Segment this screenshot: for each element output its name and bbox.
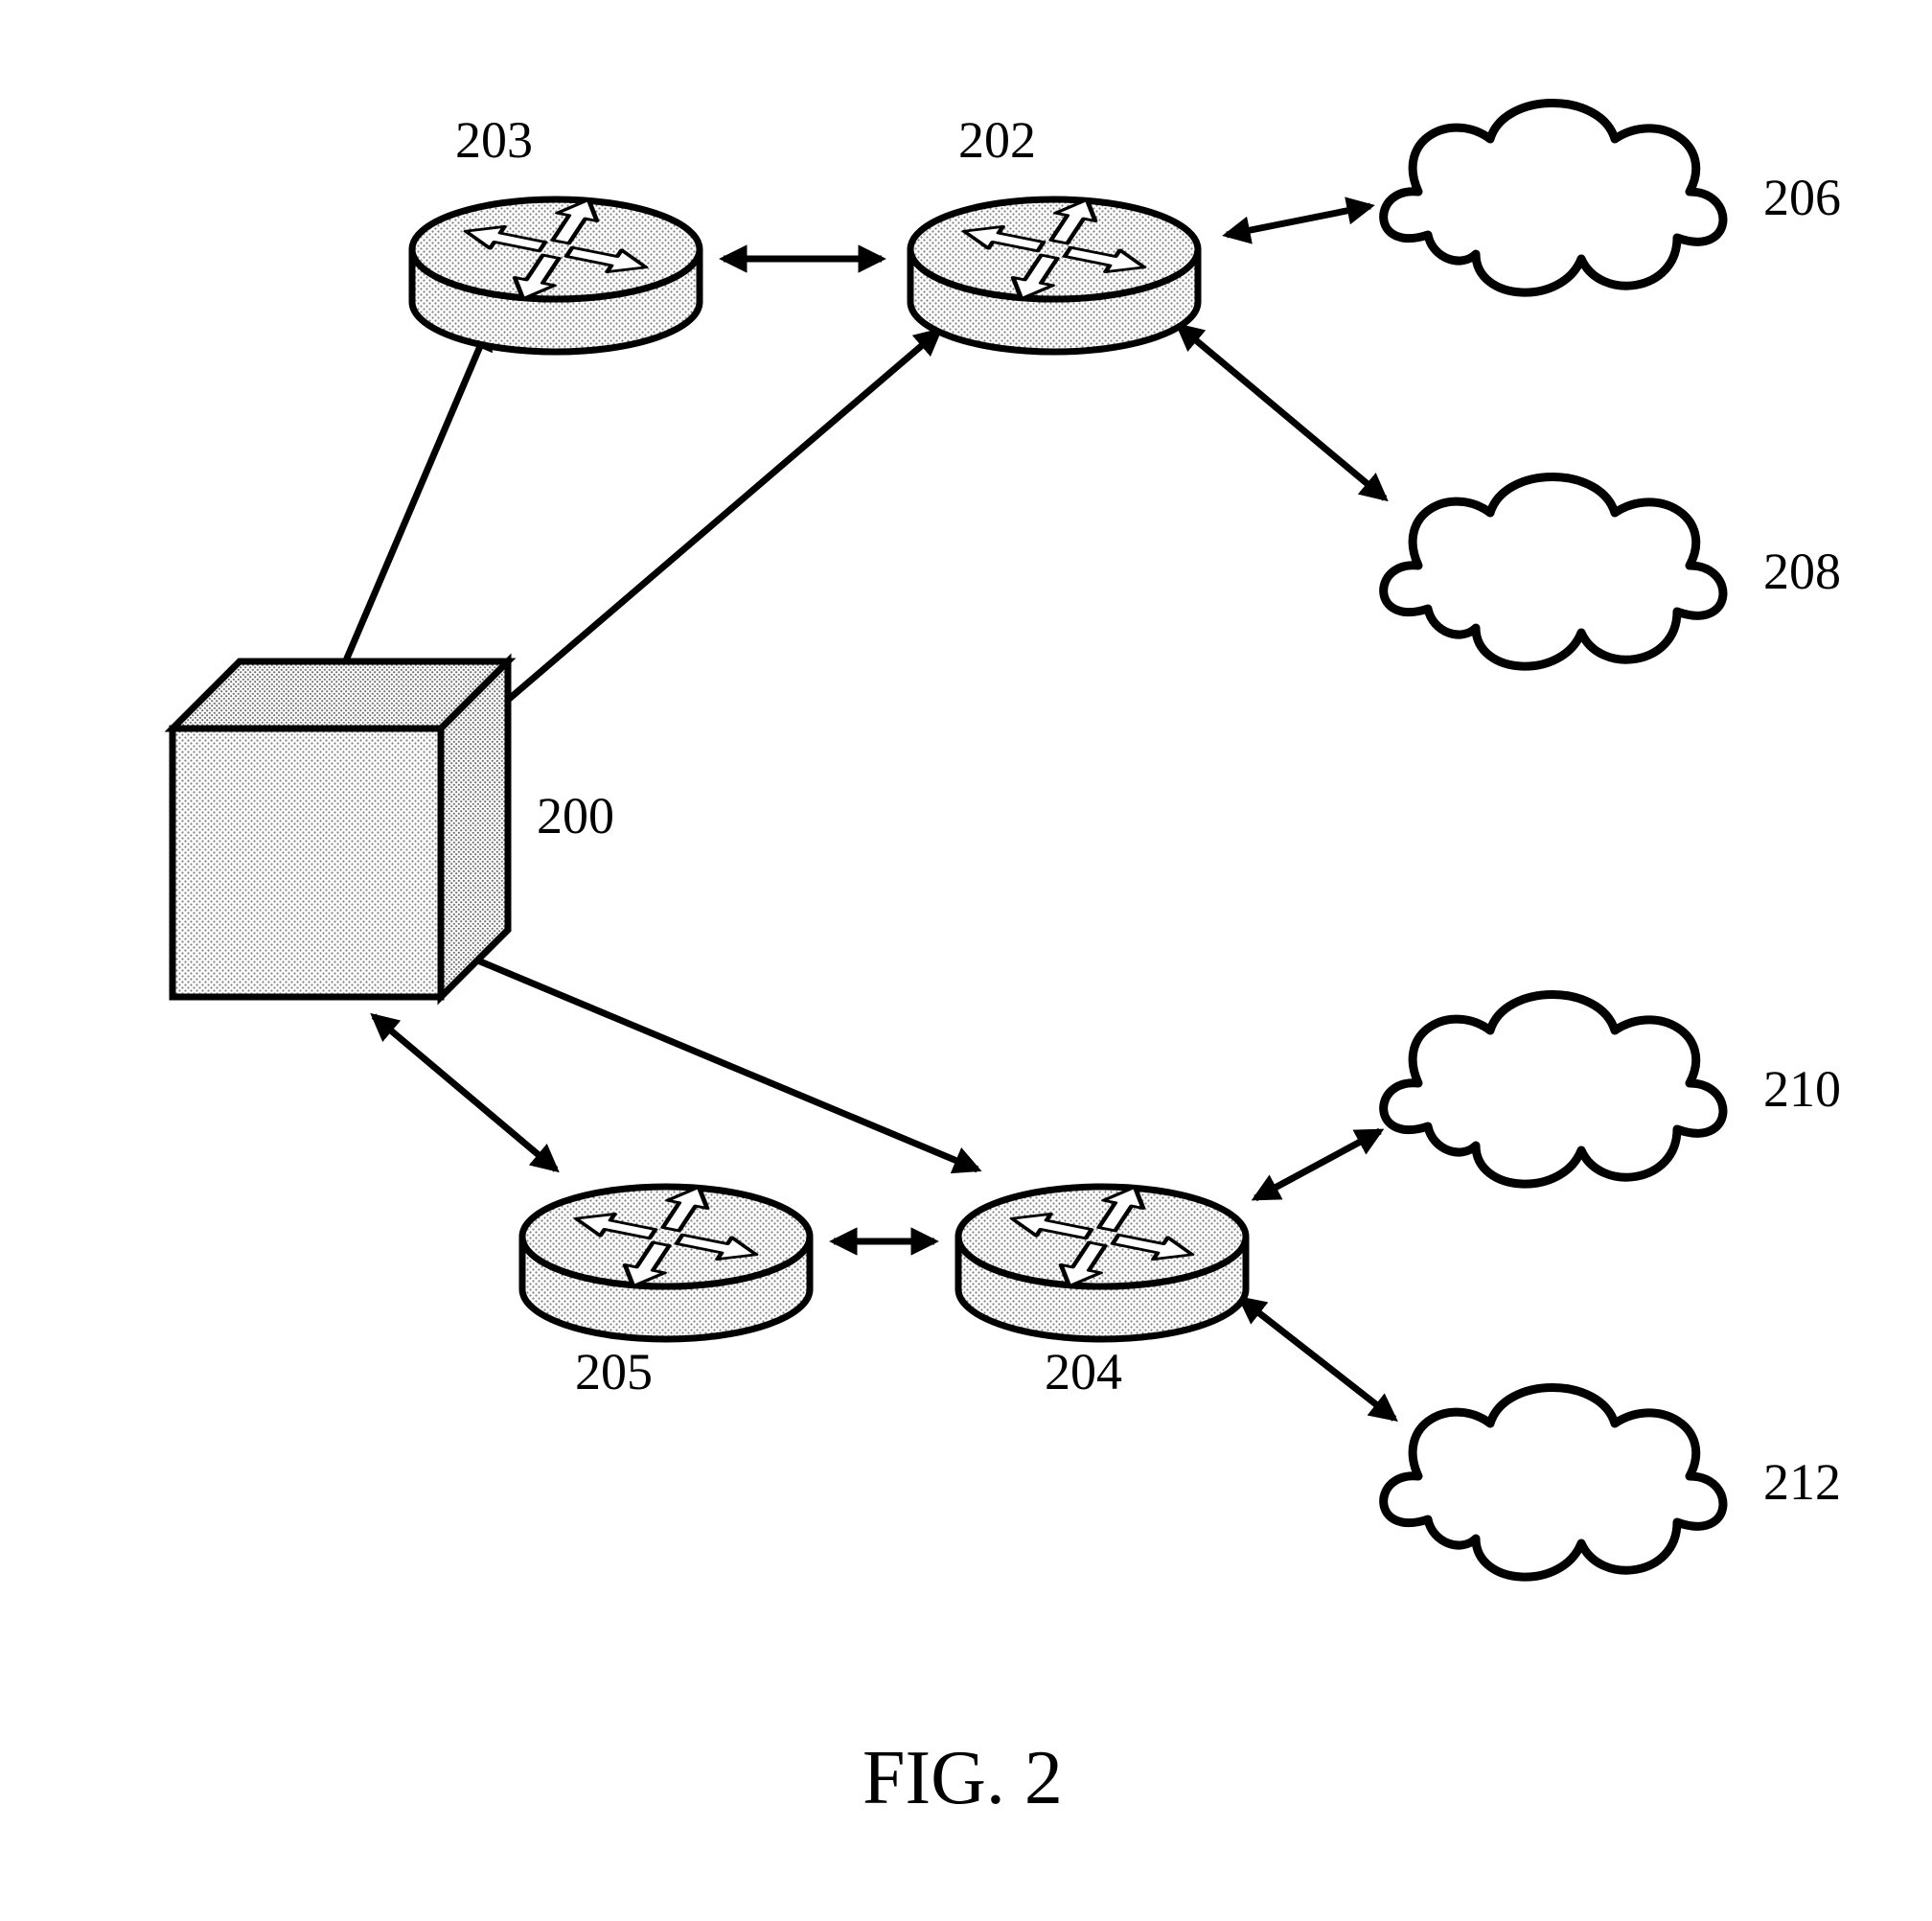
router-node-204 bbox=[958, 1183, 1246, 1339]
edge-200-202 bbox=[441, 331, 939, 757]
label-200: 200 bbox=[537, 786, 614, 845]
router-node-203 bbox=[412, 196, 700, 352]
edge-202-208 bbox=[1179, 326, 1385, 498]
figure-2-network-diagram: 200 202 203 204 205 206 208 210 212 FIG. 2 bbox=[0, 0, 1932, 1921]
cloud-node-208 bbox=[1384, 477, 1723, 667]
edge-204-210 bbox=[1255, 1131, 1380, 1198]
label-206: 206 bbox=[1763, 168, 1841, 227]
edge-200-204 bbox=[450, 949, 978, 1169]
edge-204-212 bbox=[1241, 1299, 1394, 1419]
router-node-205 bbox=[522, 1183, 810, 1339]
label-212: 212 bbox=[1763, 1452, 1841, 1512]
router-node-202 bbox=[910, 196, 1198, 352]
diagram-svg bbox=[0, 0, 1932, 1921]
label-205: 205 bbox=[575, 1342, 653, 1401]
cloud-node-210 bbox=[1384, 995, 1723, 1185]
cloud-node-212 bbox=[1384, 1388, 1723, 1578]
edge-202-206 bbox=[1227, 206, 1370, 235]
label-208: 208 bbox=[1763, 542, 1841, 601]
cloud-node-206 bbox=[1384, 104, 1723, 293]
label-210: 210 bbox=[1763, 1059, 1841, 1119]
cube-node-200 bbox=[172, 661, 508, 997]
label-204: 204 bbox=[1045, 1342, 1122, 1401]
figure-caption: FIG. 2 bbox=[862, 1735, 1063, 1822]
label-202: 202 bbox=[958, 110, 1036, 170]
label-203: 203 bbox=[455, 110, 533, 170]
edge-200-205 bbox=[374, 1016, 556, 1169]
